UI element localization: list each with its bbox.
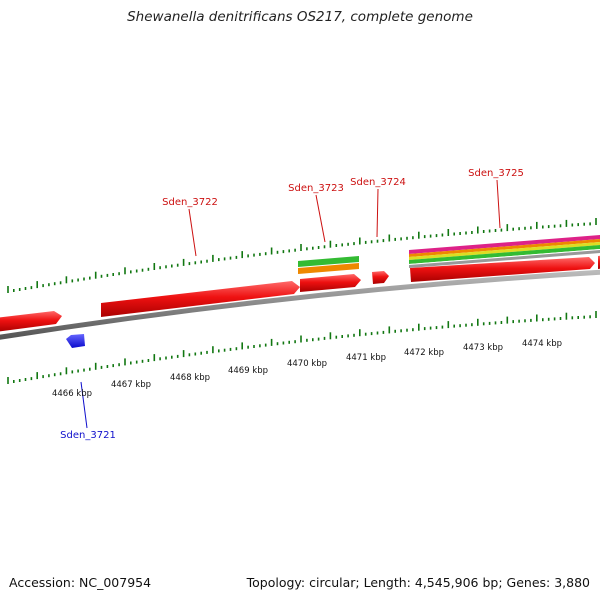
gene-arrow-sden-3725[interactable] bbox=[410, 257, 595, 282]
scale-label: 4470 kbp bbox=[287, 359, 327, 369]
scale-label: 4468 kbp bbox=[170, 373, 210, 383]
scale-label: 4473 kbp bbox=[463, 343, 503, 353]
leader-sden-3723 bbox=[315, 194, 326, 243]
scale-labels: 4466 kbp 4467 kbp 4468 kbp 4469 kbp 4470… bbox=[52, 339, 562, 399]
forward-genes bbox=[0, 255, 600, 332]
gene-labels: Sden_3722 Sden_3723 Sden_3724 Sden_3725 … bbox=[60, 168, 524, 441]
band-orange bbox=[298, 263, 359, 274]
genome-backbone bbox=[0, 269, 600, 340]
scale-label: 4474 kbp bbox=[522, 339, 562, 349]
scale-label: 4466 kbp bbox=[52, 389, 92, 399]
gene-arrow-left-partial[interactable] bbox=[0, 311, 62, 332]
gene-arrow-sden-3722[interactable] bbox=[101, 281, 300, 317]
band-green-2 bbox=[409, 245, 600, 264]
band-orange-2 bbox=[409, 239, 600, 257]
leader-sden-3722 bbox=[188, 208, 197, 257]
gene-label-sden-3723[interactable]: Sden_3723 bbox=[288, 183, 344, 194]
band-gray bbox=[409, 250, 600, 268]
gene-label-sden-3724[interactable]: Sden_3724 bbox=[350, 177, 406, 188]
genome-title: Shewanella denitrificans OS217, complete… bbox=[127, 9, 473, 25]
gene-label-sden-3721[interactable]: Sden_3721 bbox=[60, 430, 116, 441]
band-green bbox=[298, 256, 359, 267]
scale-label: 4469 kbp bbox=[228, 366, 268, 376]
leader-sden-3724 bbox=[376, 188, 379, 238]
leader-sden-3725 bbox=[496, 179, 501, 229]
genome-summary-text: Topology: circular; Length: 4,545,906 bp… bbox=[246, 575, 590, 590]
gene-arrow-sden-3724[interactable] bbox=[372, 271, 389, 284]
scale-label: 4471 kbp bbox=[346, 353, 386, 363]
label-leader-lines bbox=[80, 179, 501, 429]
gene-arrow-sden-3721[interactable] bbox=[66, 334, 85, 348]
accession-text: Accession: NC_007954 bbox=[9, 575, 152, 590]
band-white-sep bbox=[409, 249, 600, 265]
band-magenta bbox=[409, 235, 600, 254]
band-yellow bbox=[409, 242, 600, 260]
inner-tick-ring bbox=[7, 311, 597, 384]
scale-label: 4467 kbp bbox=[111, 380, 151, 390]
feature-bands-sden-3725 bbox=[409, 235, 600, 268]
feature-bands-sden-3723 bbox=[298, 256, 359, 274]
gene-label-sden-3722[interactable]: Sden_3722 bbox=[162, 197, 218, 208]
outer-tick-ring bbox=[7, 218, 597, 293]
gene-arrow-sden-3723[interactable] bbox=[300, 274, 361, 292]
gene-label-sden-3725[interactable]: Sden_3725 bbox=[468, 168, 524, 179]
scale-label: 4472 kbp bbox=[404, 348, 444, 358]
leader-sden-3721 bbox=[80, 381, 88, 429]
